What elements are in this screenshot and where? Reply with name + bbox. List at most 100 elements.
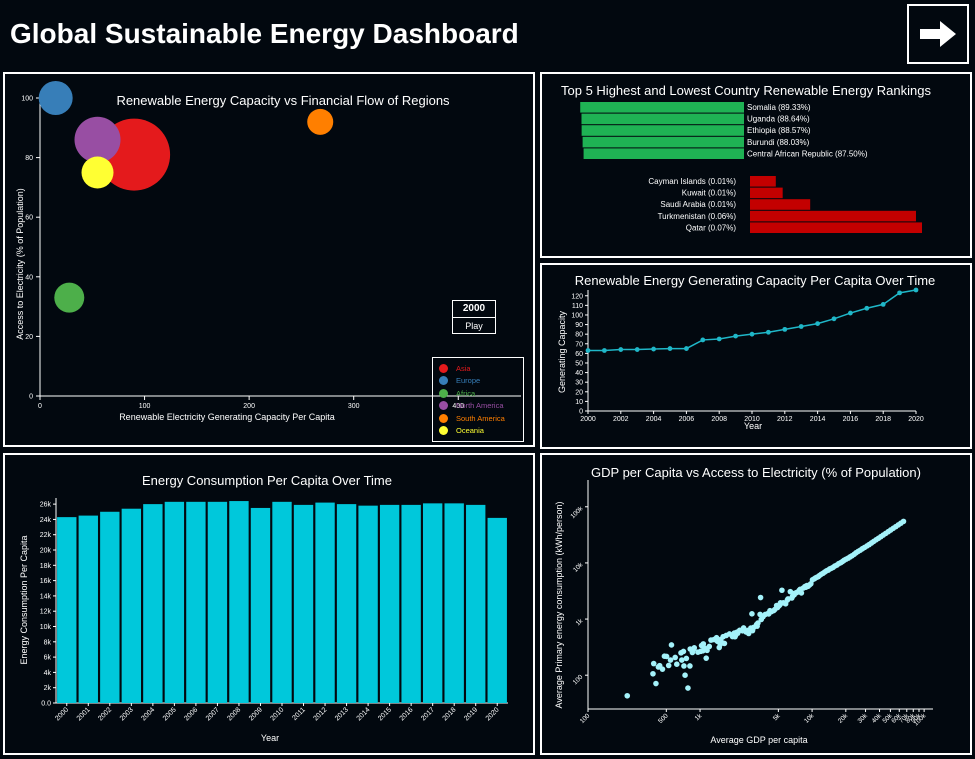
legend-swatch <box>439 426 448 436</box>
consumption-bar[interactable] <box>164 501 185 703</box>
consumption-bar[interactable] <box>358 505 378 703</box>
consumption-bar[interactable] <box>315 502 335 703</box>
gdp-point[interactable] <box>745 630 752 637</box>
bar-x-tick-label: 2001 <box>76 706 92 722</box>
bottom-ranking-bar[interactable] <box>750 199 811 210</box>
line-x-tick-label: 2004 <box>646 416 662 423</box>
consumption-bar[interactable] <box>186 501 206 703</box>
capacity-point[interactable] <box>913 287 919 293</box>
gdp-point[interactable] <box>691 645 698 651</box>
bottom-ranking-bar[interactable] <box>750 222 922 233</box>
consumption-bar[interactable] <box>121 508 142 703</box>
year-display: 2000 <box>453 301 495 318</box>
bubble-africa[interactable] <box>54 282 85 313</box>
capacity-point[interactable] <box>880 302 886 307</box>
bubble-europe[interactable] <box>38 81 73 115</box>
top-ranking-bar[interactable] <box>580 102 744 113</box>
capacity-point[interactable] <box>634 347 640 352</box>
gdp-point[interactable] <box>665 662 672 669</box>
bottom-ranking-bar[interactable] <box>750 187 783 199</box>
bar-y-tick: 8k <box>44 639 56 646</box>
capacity-point[interactable] <box>749 331 755 337</box>
bubble-south-america[interactable] <box>307 108 334 135</box>
consumption-bar[interactable] <box>78 515 98 703</box>
capacity-point[interactable] <box>585 348 591 353</box>
gdp-point[interactable] <box>650 660 657 667</box>
gdp-point[interactable] <box>678 657 685 663</box>
gdp-point[interactable] <box>681 663 687 669</box>
top-ranking-bar[interactable] <box>582 136 744 148</box>
gdp-point[interactable] <box>668 642 675 648</box>
consumption-bar[interactable] <box>207 501 228 703</box>
consumption-bar[interactable] <box>229 501 249 703</box>
capacity-point[interactable] <box>766 329 771 335</box>
capacity-point[interactable] <box>782 326 788 332</box>
gdp-point[interactable] <box>685 685 691 691</box>
gdp-point[interactable] <box>740 625 747 631</box>
consumption-bar[interactable] <box>444 503 464 703</box>
capacity-point[interactable] <box>815 321 820 327</box>
consumption-bar[interactable] <box>143 504 163 703</box>
gdp-point[interactable] <box>900 518 907 525</box>
gdp-point[interactable] <box>667 657 674 663</box>
bubble-north-america[interactable] <box>74 116 121 163</box>
top-ranking-bar[interactable] <box>583 148 744 159</box>
next-page-button[interactable] <box>907 4 969 64</box>
top-ranking-bar[interactable] <box>581 113 744 125</box>
gdp-point[interactable] <box>700 641 707 647</box>
line-y-label: Generating Capacity <box>557 310 567 393</box>
gdp-point[interactable] <box>787 588 794 595</box>
consumption-bar[interactable] <box>250 507 271 703</box>
bottom-ranking-bar[interactable] <box>750 176 776 187</box>
bar-y-tick-label: 2k <box>44 685 52 692</box>
gdp-point[interactable] <box>749 611 755 617</box>
gdp-point[interactable] <box>683 655 690 662</box>
gdp-point[interactable] <box>653 680 659 687</box>
bubble-oceania[interactable] <box>81 156 114 189</box>
gdp-point[interactable] <box>779 587 785 594</box>
gdp-point[interactable] <box>624 692 631 699</box>
gdp-point[interactable] <box>673 661 680 668</box>
consumption-bar[interactable] <box>379 504 400 703</box>
consumption-bar[interactable] <box>422 503 443 703</box>
gdp-point[interactable] <box>687 663 693 669</box>
capacity-point[interactable] <box>897 290 902 296</box>
capacity-point[interactable] <box>618 347 624 352</box>
capacity-point[interactable] <box>864 305 870 311</box>
capacity-point[interactable] <box>798 324 804 329</box>
capacity-point[interactable] <box>848 310 853 316</box>
capacity-point[interactable] <box>700 337 706 343</box>
capacity-point[interactable] <box>831 316 837 322</box>
gdp-point[interactable] <box>663 653 670 660</box>
consumption-bar[interactable] <box>336 504 357 703</box>
gdp-point[interactable] <box>672 654 678 661</box>
capacity-point[interactable] <box>667 346 673 351</box>
gdp-point[interactable] <box>757 594 764 601</box>
gdp-point[interactable] <box>659 666 666 672</box>
capacity-point[interactable] <box>716 336 722 342</box>
capacity-point[interactable] <box>602 348 607 353</box>
gdp-point[interactable] <box>721 640 728 647</box>
gdp-point[interactable] <box>680 648 687 655</box>
gdp-point[interactable] <box>703 655 710 661</box>
line-y-tick: 20 <box>575 389 588 396</box>
consumption-bar[interactable] <box>272 501 292 703</box>
consumption-bar[interactable] <box>487 517 507 703</box>
play-button[interactable]: Play <box>465 321 483 331</box>
capacity-point[interactable] <box>684 346 689 351</box>
gdp-point[interactable] <box>706 643 713 650</box>
legend-label: Europe <box>456 376 481 386</box>
consumption-bar[interactable] <box>57 517 77 703</box>
gdp-point[interactable] <box>650 670 656 677</box>
capacity-point[interactable] <box>651 346 656 352</box>
gdp-point[interactable] <box>798 590 805 596</box>
consumption-bar[interactable] <box>293 504 314 703</box>
gdp-point[interactable] <box>682 672 688 679</box>
consumption-bar[interactable] <box>401 504 421 703</box>
top-ranking-bar[interactable] <box>581 125 744 136</box>
gdp-point[interactable] <box>755 620 761 626</box>
capacity-point[interactable] <box>733 333 738 339</box>
bottom-ranking-bar[interactable] <box>750 210 916 222</box>
consumption-bar[interactable] <box>100 511 120 703</box>
consumption-bar[interactable] <box>466 504 486 703</box>
